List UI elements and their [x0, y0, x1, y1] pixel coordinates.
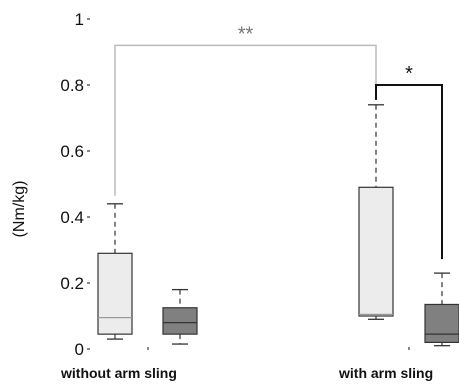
y-tick-label-5: 1	[75, 10, 84, 29]
significance-annotations: ***	[114, 23, 443, 260]
y-tick-label-0: 0	[75, 340, 84, 359]
box-3	[424, 272, 459, 347]
y-tick-label-3: 0.6	[60, 142, 84, 161]
category-label-without-arm-sling: without arm sling	[60, 365, 177, 381]
y-tick-label-2: 0.4	[60, 208, 84, 227]
box-1-iqr	[162, 307, 198, 335]
boxes	[97, 104, 459, 347]
box-0-iqr	[97, 252, 133, 335]
box-2	[358, 104, 394, 320]
y-axis-label: (Nm/kg)	[11, 181, 28, 238]
box-1	[162, 288, 198, 345]
box-2-iqr	[358, 186, 394, 317]
y-tick-label-4: 0.8	[60, 76, 84, 95]
significance-bracket-0	[114, 44, 377, 196]
significance-bracket-1	[375, 84, 443, 260]
significance-label-1: *	[405, 63, 413, 85]
y-axis: 0 0.2 0.4 0.6 0.8 1	[60, 10, 410, 359]
box-0	[97, 203, 133, 340]
category-label-with-arm-sling: with arm sling	[338, 365, 433, 381]
y-tick-label-1: 0.2	[60, 274, 84, 293]
significance-label-0: **	[238, 23, 254, 45]
box-3-iqr	[424, 303, 459, 344]
